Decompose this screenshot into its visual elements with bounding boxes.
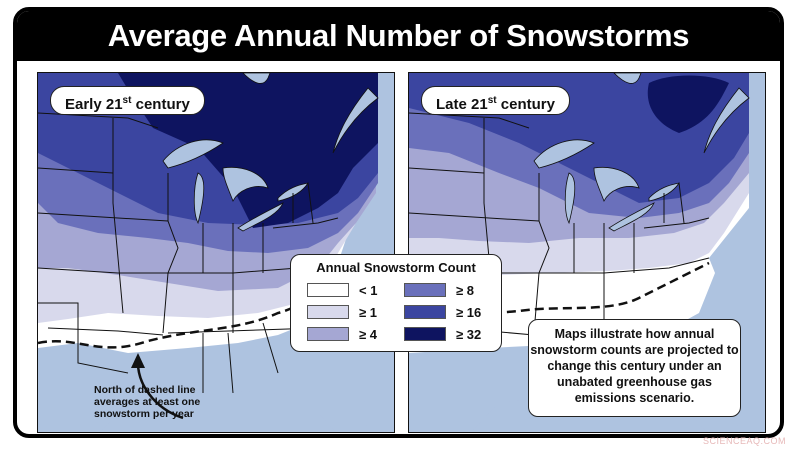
legend-item: ≥ 8 [404, 282, 496, 300]
map-early-21st-century: Early 21st century [37, 72, 395, 433]
dashed-line-annotation: North of dashed line averages at least o… [94, 384, 201, 420]
legend-swatch [307, 283, 349, 297]
legend-item: < 1 [307, 282, 399, 300]
page-title: Average Annual Number of Snowstorms [17, 11, 780, 61]
legend-title: Annual Snowstorm Count [316, 260, 476, 275]
explanation-note: Maps illustrate how annual snowstorm cou… [528, 319, 741, 417]
legend-item: ≥ 32 [404, 326, 496, 344]
snowstorm-map-early [38, 73, 394, 432]
legend-swatch [404, 327, 446, 341]
legend-swatch [307, 327, 349, 341]
era-label-late: Late 21st century [421, 86, 570, 115]
legend-swatch [404, 305, 446, 319]
legend-item: ≥ 16 [404, 304, 496, 322]
infographic-frame: Average Annual Number of Snowstorms [13, 7, 784, 438]
legend-item: ≥ 1 [307, 304, 399, 322]
legend-swatch [404, 283, 446, 297]
legend-swatch [307, 305, 349, 319]
era-label-early: Early 21st century [50, 86, 205, 115]
legend-item: ≥ 4 [307, 326, 399, 344]
legend: Annual Snowstorm Count < 1 ≥ 1 ≥ 4 ≥ 8 ≥… [290, 254, 502, 352]
watermark: SCIENCEAQ.COM [703, 436, 787, 446]
